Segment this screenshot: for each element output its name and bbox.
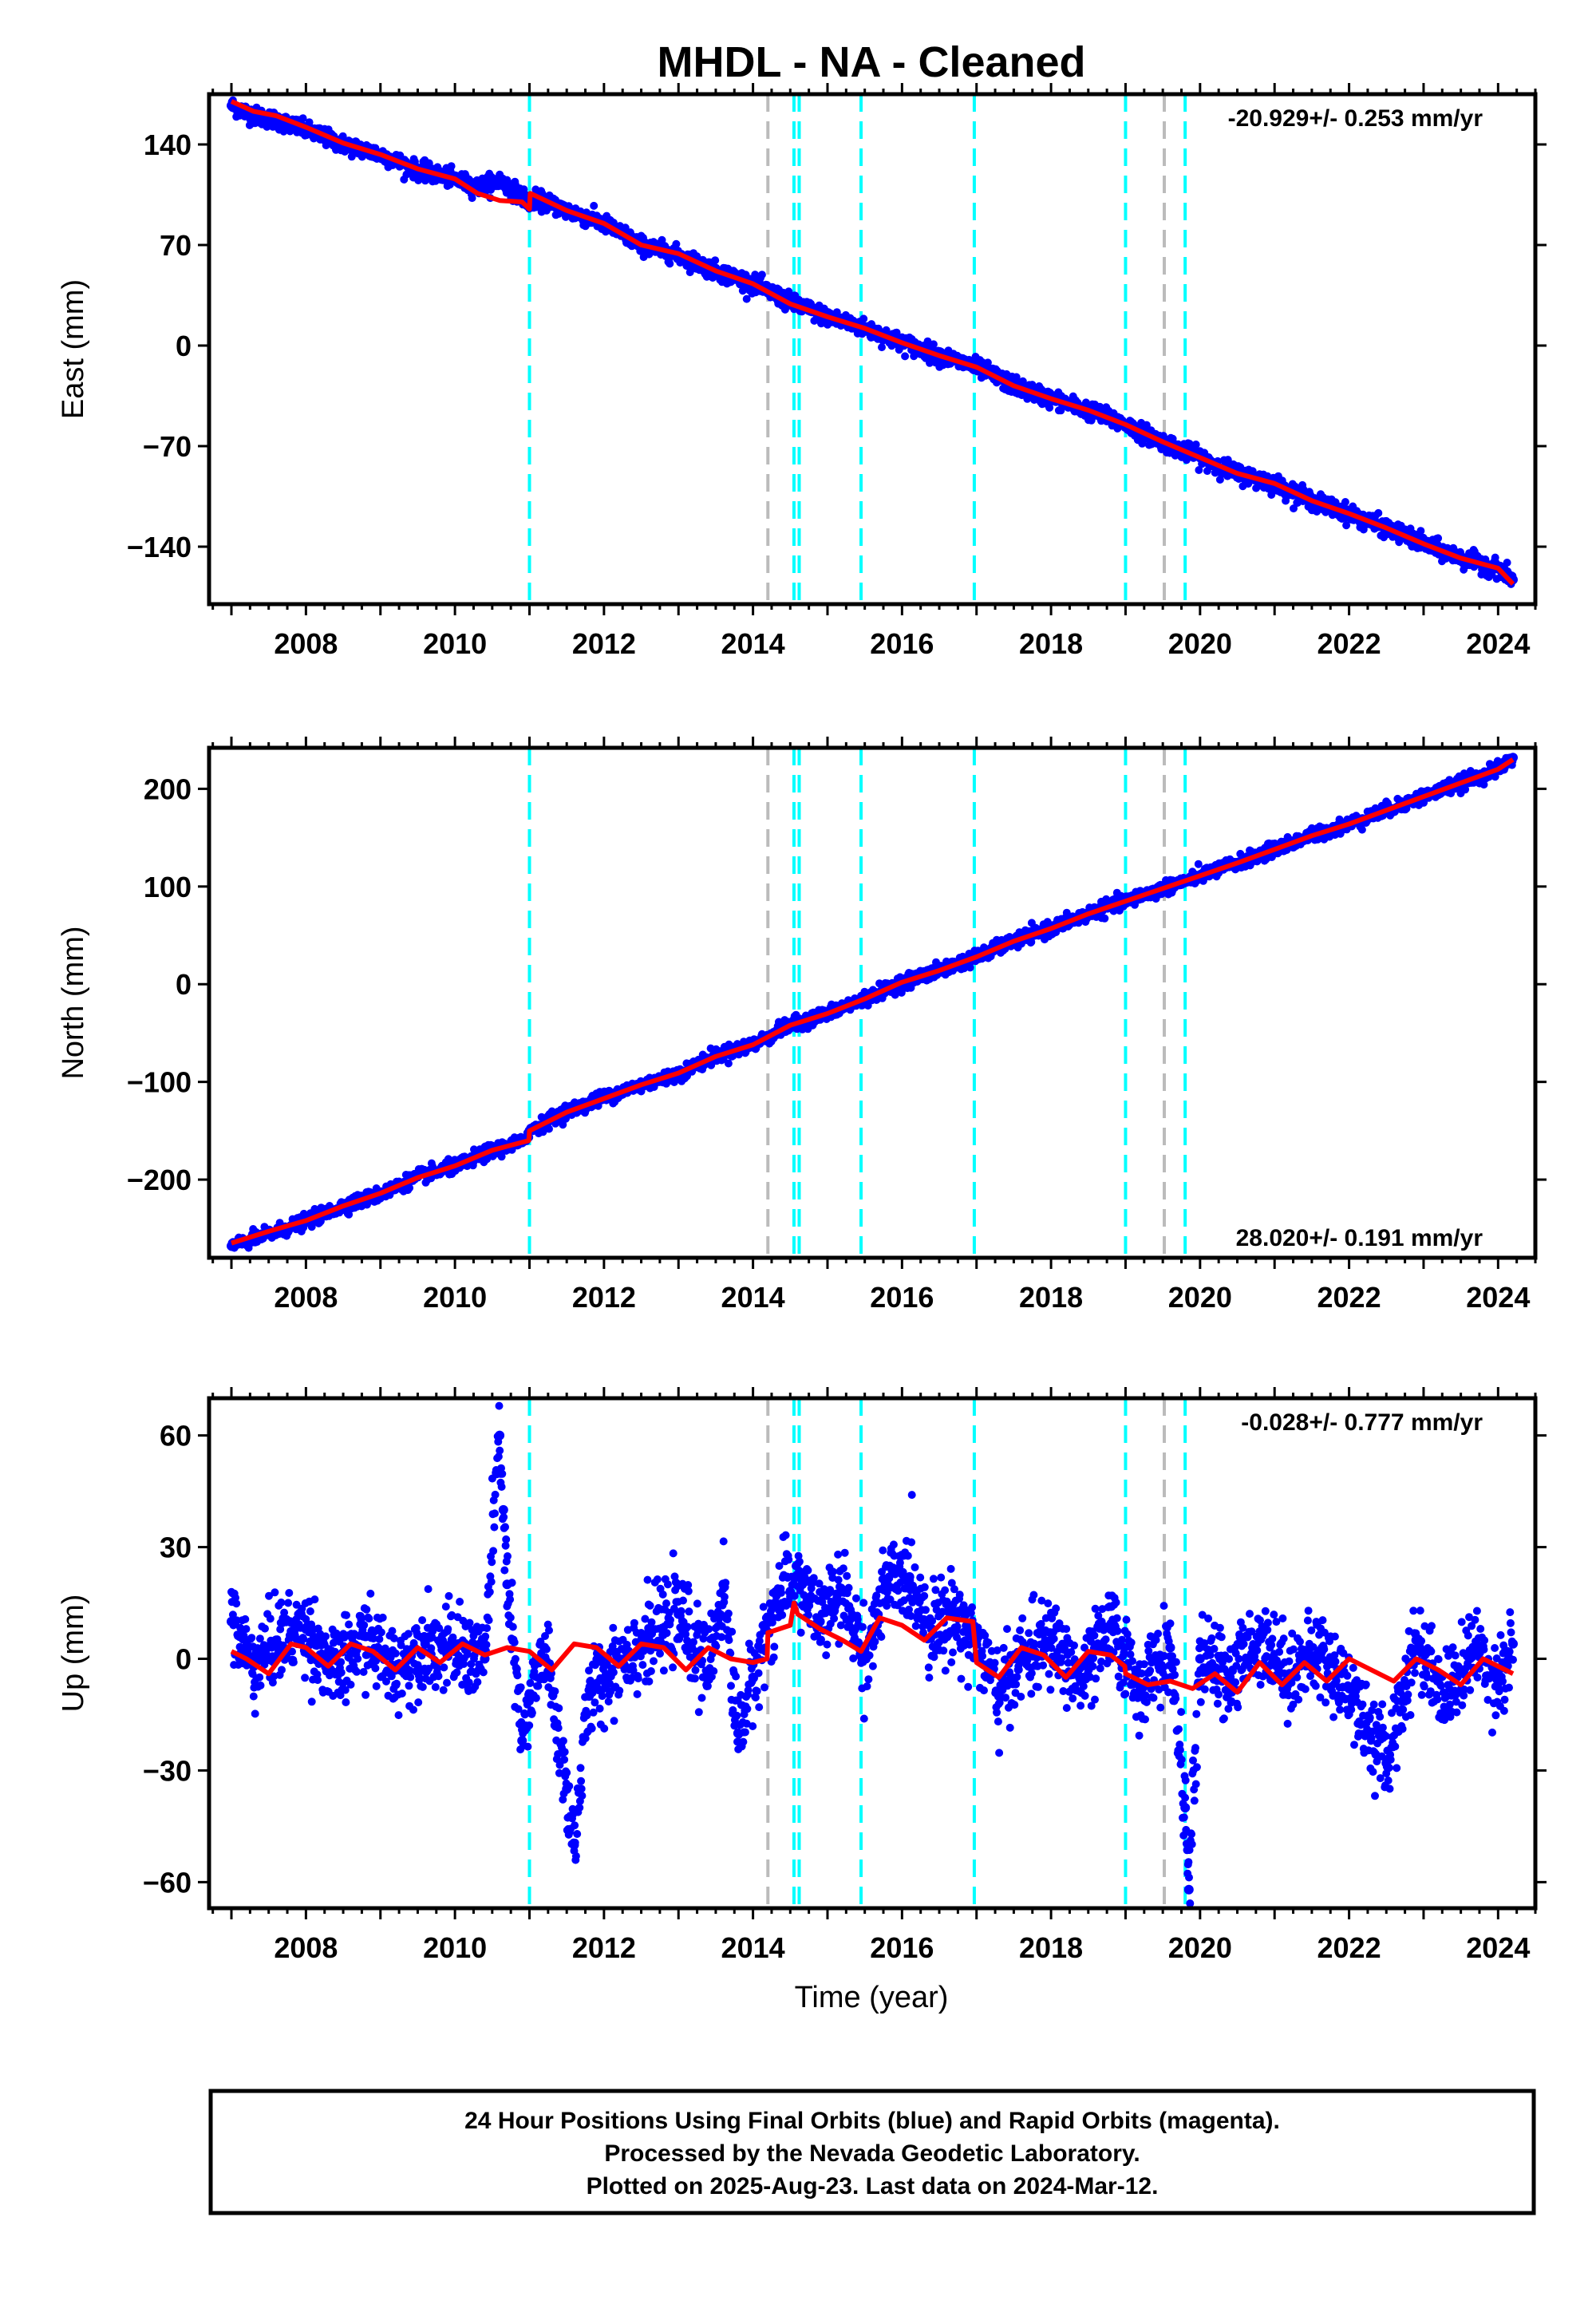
x-tick-label: 2014: [721, 1281, 785, 1314]
x-tick-label: 2020: [1168, 627, 1232, 660]
x-tick-label: 2016: [870, 627, 934, 660]
x-tick-label: 2010: [423, 627, 487, 660]
y-axis-label: East (mm): [57, 279, 90, 419]
y-tick-label: −60: [143, 1866, 192, 1899]
footer-line-2: Processed by the Nevada Geodetic Laborat…: [604, 2140, 1140, 2167]
x-axis-label: Time (year): [795, 1981, 949, 2014]
x-tick-label: 2022: [1317, 627, 1381, 660]
x-tick-label: 2016: [870, 1931, 934, 1964]
x-tick-label: 2014: [721, 627, 785, 660]
footer-line-3: Plotted on 2025-Aug-23. Last data on 202…: [587, 2173, 1159, 2199]
data-points: [227, 1401, 1518, 1907]
y-tick-label: 0: [176, 968, 192, 1001]
y-tick-label: 200: [144, 773, 192, 805]
y-tick-label: 30: [160, 1531, 192, 1564]
x-tick-label: 2020: [1168, 1931, 1232, 1964]
y-tick-label: 60: [160, 1420, 192, 1452]
x-tick-label: 2010: [423, 1931, 487, 1964]
x-tick-label: 2016: [870, 1281, 934, 1314]
x-tick-label: 2008: [274, 1931, 338, 1964]
x-tick-label: 2024: [1466, 1281, 1530, 1314]
footer-line-1: 24 Hour Positions Using Final Orbits (bl…: [464, 2108, 1280, 2134]
y-tick-label: −70: [143, 430, 192, 463]
y-tick-label: 140: [144, 128, 192, 161]
y-axis-label: Up (mm): [57, 1595, 90, 1713]
north-panel: 200 100 0 −100 −200 2008 2010 2012 2014 2016 2018 2…: [57, 737, 1547, 1314]
plot-frame: [207, 1396, 1538, 1911]
footer-box: 24 Hour Positions Using Final Orbits (bl…: [208, 2089, 1536, 2215]
x-tick-label: 2008: [274, 1281, 338, 1314]
fit-line: [230, 99, 1515, 586]
x-tick-label: 2018: [1019, 1281, 1083, 1314]
y-tick-label: −140: [127, 531, 192, 563]
x-tick-label: 2024: [1466, 627, 1530, 660]
plot-frame: [207, 745, 1538, 1260]
x-tick-label: 2022: [1317, 1931, 1381, 1964]
rate-label: -0.028+/- 0.777 mm/yr: [1241, 1409, 1483, 1436]
x-tick-label: 2012: [572, 627, 636, 660]
x-tick-label: 2018: [1019, 1931, 1083, 1964]
x-tick-label: 2012: [572, 1931, 636, 1964]
y-tick-label: −100: [127, 1066, 192, 1099]
x-tick-label: 2008: [274, 627, 338, 660]
fit-line: [231, 757, 1515, 1246]
y-tick-label: −30: [143, 1754, 192, 1787]
rate-label: 28.020+/- 0.191 mm/yr: [1236, 1225, 1483, 1251]
plot-area: [227, 748, 1518, 1258]
y-tick-label: 70: [160, 229, 192, 262]
y-tick-label: −200: [127, 1164, 192, 1196]
y-tick-label: 0: [176, 1642, 192, 1675]
plot-area: [227, 94, 1518, 604]
up-panel: 60 30 0 −30 −60 2008 2010 2012 2014 2016 2018 2020 2…: [57, 1387, 1547, 1964]
plot-frame: [207, 92, 1538, 607]
east-panel: 140 70 0 −70 −140 2008 2010 2012 2014 2016 2018 202…: [57, 83, 1547, 660]
rate-label: -20.929+/- 0.253 mm/yr: [1228, 105, 1483, 132]
y-tick-label: 100: [144, 871, 192, 903]
x-tick-label: 2010: [423, 1281, 487, 1314]
x-tick-label: 2020: [1168, 1281, 1232, 1314]
footer-frame: [208, 2089, 1536, 2215]
x-tick-label: 2024: [1466, 1931, 1530, 1964]
fit-line: [230, 1600, 1515, 1695]
y-tick-label: 0: [176, 330, 192, 362]
y-axis-label: North (mm): [57, 926, 90, 1079]
x-tick-label: 2018: [1019, 627, 1083, 660]
chart-title: MHDL - NA - Cleaned: [657, 38, 1085, 86]
x-tick-label: 2012: [572, 1281, 636, 1314]
x-tick-label: 2022: [1317, 1281, 1381, 1314]
x-tick-label: 2014: [721, 1931, 785, 1964]
plot-area: [227, 1398, 1518, 1908]
